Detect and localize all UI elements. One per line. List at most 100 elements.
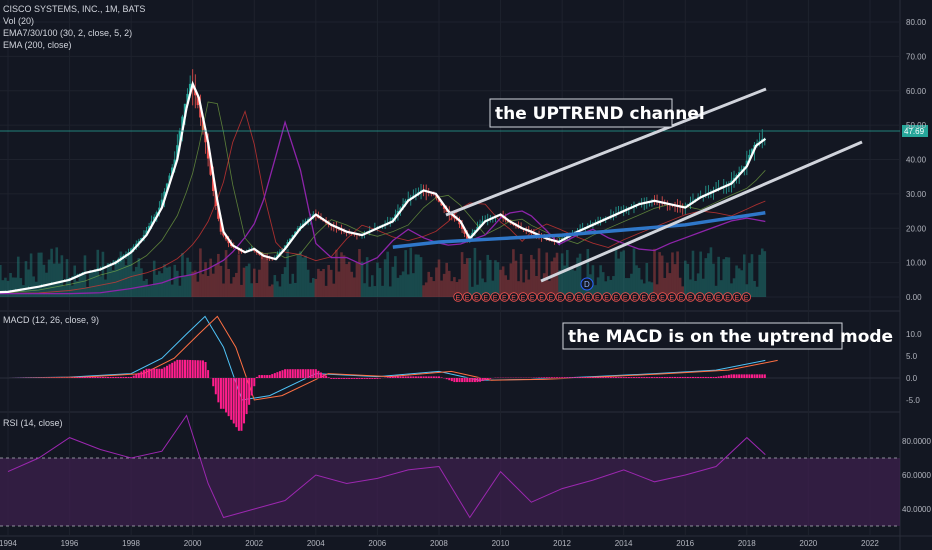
earnings-marker-label: E xyxy=(623,295,628,302)
price-axis-ticks: 80.0070.0060.0050.0040.0030.0020.0010.00… xyxy=(902,18,931,514)
volume-bar xyxy=(173,264,177,297)
rsi-tick: 60.0000 xyxy=(902,471,931,480)
macd-hist-bar xyxy=(758,374,761,378)
volume-bar xyxy=(501,266,505,297)
volume-bar xyxy=(286,249,289,297)
volume-bar xyxy=(96,249,100,297)
macd-hist-bar xyxy=(735,374,738,378)
earnings-marker-label: E xyxy=(651,295,656,302)
macd-hist-bar xyxy=(189,359,192,378)
volume-bar xyxy=(278,286,282,297)
channel-annotation-box[interactable] xyxy=(489,98,673,128)
macd-hist-bar xyxy=(743,374,746,378)
price-tick: 10.00 xyxy=(906,259,927,268)
volume-bar xyxy=(689,279,692,297)
rsi-title: RSI (14, close) xyxy=(3,418,63,428)
volume-bar xyxy=(653,248,656,297)
earnings-marker-label: E xyxy=(660,295,665,302)
macd-hist-bar xyxy=(350,378,353,379)
volume-bar xyxy=(527,279,531,297)
channel-lower-line[interactable] xyxy=(540,140,863,283)
time-tick: 2008 xyxy=(430,539,448,548)
macd-tick: 10.0 xyxy=(906,330,922,339)
volume-bar xyxy=(106,262,110,297)
volume-bar xyxy=(388,286,392,297)
volume-bar xyxy=(458,279,461,297)
volume-bar xyxy=(701,278,705,297)
volume-bar xyxy=(394,256,397,297)
volume-bar xyxy=(37,252,41,297)
volume-bar xyxy=(573,270,577,297)
volume-bar xyxy=(329,269,333,297)
volume-bar xyxy=(6,280,10,297)
earnings-marker xyxy=(704,292,714,302)
volume-bar xyxy=(78,275,82,297)
volume-bar xyxy=(591,265,595,297)
macd-hist-bar xyxy=(217,378,220,403)
dividend-marker[interactable] xyxy=(580,277,594,291)
macd-hist-bar xyxy=(671,376,674,378)
macd-hist-bar xyxy=(630,377,633,378)
macd-hist-bar xyxy=(627,377,630,378)
earnings-marker-label: E xyxy=(549,295,554,302)
earnings-marker xyxy=(657,292,668,302)
macd-hist-bar xyxy=(109,376,112,378)
earnings-marker xyxy=(676,292,686,302)
earnings-marker xyxy=(471,292,482,302)
volume-bar xyxy=(265,256,269,297)
volume-bar xyxy=(252,268,256,297)
volume-bar xyxy=(319,271,323,297)
macd-hist-bar xyxy=(145,368,148,378)
volume-bar xyxy=(242,267,246,297)
macd-hist-bar xyxy=(476,378,479,383)
volume-bar xyxy=(558,270,561,297)
volume-bar xyxy=(299,251,302,297)
volume-bar xyxy=(637,267,641,297)
macd-hist-bar xyxy=(453,378,456,383)
volume-bar xyxy=(468,257,472,297)
volume-bar xyxy=(614,247,618,297)
volume-bar xyxy=(755,286,759,297)
time-tick: 2004 xyxy=(307,539,325,548)
volume-bar xyxy=(83,255,87,297)
volume-bar xyxy=(586,248,590,297)
macd-hist-bar xyxy=(445,378,448,380)
volume-bar xyxy=(519,253,523,297)
macd-hist-bar xyxy=(538,377,541,378)
macd-hist-bar xyxy=(730,374,733,378)
macd-hist-bar xyxy=(681,376,684,378)
macd-hist-bar xyxy=(314,369,317,378)
macd-hist-bar xyxy=(78,377,81,378)
volume-bar xyxy=(504,275,508,297)
candle-body xyxy=(181,116,184,131)
macd-hist-bar xyxy=(448,378,451,381)
volume-bar xyxy=(671,252,674,297)
volume-bar xyxy=(70,285,74,297)
earnings-marker xyxy=(537,292,547,302)
volume-bar xyxy=(81,272,84,297)
legend-ema200: EMA (200, close) xyxy=(3,40,72,50)
volume-bar xyxy=(237,254,241,297)
volume-bar xyxy=(417,254,420,297)
macd-hist-bar xyxy=(266,375,269,378)
volume-bar xyxy=(183,275,187,297)
macd-annotation-box[interactable] xyxy=(562,322,843,350)
macd-hist-bar xyxy=(258,375,261,378)
volume-bar xyxy=(571,269,574,297)
volume-bar xyxy=(386,251,389,297)
macd-hist-bar xyxy=(468,378,471,383)
channel-upper-line[interactable] xyxy=(445,87,767,217)
volume-bar xyxy=(65,259,69,297)
macd-hist-bar xyxy=(325,375,328,378)
macd-hist-bar xyxy=(571,377,574,378)
earnings-marker-label: E xyxy=(735,295,740,302)
macd-hist-bar xyxy=(201,360,204,378)
macd-hist-bar xyxy=(414,376,417,378)
volume-bar xyxy=(537,248,541,297)
price-tag: 47.69 xyxy=(904,127,925,136)
volume-bar xyxy=(624,278,628,297)
volume-bar xyxy=(414,254,418,297)
macd-hist-bar xyxy=(663,376,666,378)
